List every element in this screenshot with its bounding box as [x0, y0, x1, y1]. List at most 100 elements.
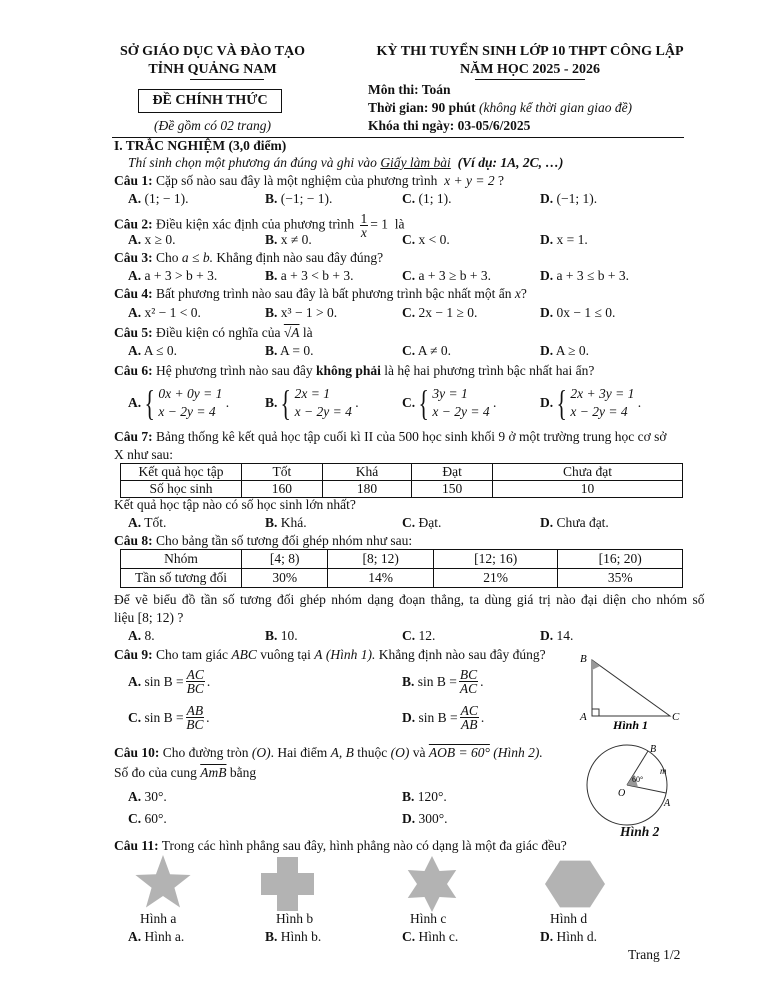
option-a[interactable]: A. A ≤ 0.: [128, 343, 177, 359]
option-b[interactable]: B. sin B = BC AC.: [402, 667, 484, 696]
option-b[interactable]: B. x³ − 1 > 0.: [265, 305, 337, 321]
question-text: Để vẽ biểu đồ tần số tương đối ghép nhóm…: [114, 592, 705, 607]
option-text: (1; 1).: [418, 191, 452, 206]
question-label: Câu 6:: [114, 363, 153, 378]
option-d[interactable]: D. 300°.: [402, 811, 448, 827]
header-rule: [112, 137, 684, 138]
question-math: x: [514, 286, 521, 301]
option-b[interactable]: B. a + 3 < b + 3.: [265, 268, 353, 284]
figure-caption: Hình 2: [620, 824, 660, 839]
option-text: 0x − 1 ≤ 0.: [556, 305, 616, 320]
question-math: √A: [283, 325, 300, 340]
option-text: Khá.: [280, 515, 307, 530]
option-a[interactable]: A. Hình a.: [128, 929, 184, 945]
option-d[interactable]: D. Hình d.: [540, 929, 597, 945]
option-b[interactable]: B. 10.: [265, 628, 298, 644]
option-letter: A.: [128, 343, 142, 358]
option-a[interactable]: A. (1; − 1).: [128, 191, 188, 207]
option-b[interactable]: B. A = 0.: [265, 343, 314, 359]
option-letter: D.: [540, 305, 554, 320]
option-letter: B.: [265, 515, 278, 530]
option-c[interactable]: C. 2x − 1 ≥ 0.: [402, 305, 477, 321]
option-a[interactable]: A. Tốt.: [128, 515, 166, 531]
option-text: a + 3 ≥ b + 3.: [418, 268, 492, 283]
table-row: Tần số tương đối 30% 14% 21% 35%: [120, 568, 683, 588]
table-cell: Chưa đạt: [492, 463, 683, 481]
option-letter: D.: [540, 929, 554, 944]
option-text: (−1; − 1).: [280, 191, 333, 206]
table-cell: 150: [411, 480, 494, 498]
option-b[interactable]: B. x ≠ 0.: [265, 232, 312, 248]
option-c[interactable]: C. 12.: [402, 628, 435, 644]
fraction: BC AC: [458, 667, 479, 696]
fraction: AB BC: [185, 703, 205, 732]
option-letter: A.: [128, 515, 142, 530]
option-letter: C.: [128, 811, 142, 826]
option-letter: A.: [128, 789, 142, 804]
option-letter: D.: [540, 232, 554, 247]
option-b[interactable]: B. (−1; − 1).: [265, 191, 332, 207]
option-c[interactable]: C. (1; 1).: [402, 191, 452, 207]
option-text: 2x − 1 ≥ 0.: [418, 305, 478, 320]
option-c[interactable]: C. Đạt.: [402, 515, 441, 531]
option-c[interactable]: C. A ≠ 0.: [402, 343, 451, 359]
option-a[interactable]: A. 30°.: [128, 789, 167, 805]
exam-title: KỲ THI TUYỂN SINH LỚP 10 THPT CÔNG LẬP: [376, 44, 684, 59]
option-d[interactable]: D. a + 3 ≤ b + 3.: [540, 268, 629, 284]
vertex-label: C: [672, 711, 680, 723]
shapes-row: [135, 855, 605, 912]
question-9: Câu 9: Cho tam giác ABC vuông tại A (Hìn…: [114, 647, 546, 662]
time-note: (không kể thời gian giao đề): [479, 100, 633, 115]
department-name: SỞ GIÁO DỤC VÀ ĐÀO TẠO: [119, 44, 305, 59]
option-a[interactable]: A. 8.: [128, 628, 155, 644]
hexagon-shape-d: [545, 860, 605, 908]
option-b[interactable]: B. Khá.: [265, 515, 307, 531]
option-text: Chưa đạt.: [556, 515, 609, 530]
option-c[interactable]: C. a + 3 ≥ b + 3.: [402, 268, 491, 284]
option-d[interactable]: D. (−1; 1).: [540, 191, 597, 207]
exam-date: Khóa thi ngày: 03-05/6/2025: [368, 118, 531, 133]
option-d[interactable]: D. x = 1.: [540, 232, 588, 248]
question-end: Khẳng định nào sau đây đúng?: [216, 250, 384, 265]
option-c[interactable]: C. Hình c.: [402, 929, 458, 945]
option-letter: C.: [402, 232, 416, 247]
table-row: Nhóm [4; 8) [8; 12) [12; 16) [16; 20): [120, 549, 683, 569]
table-cell: [16; 20): [557, 549, 683, 569]
option-text: Đạt.: [418, 515, 442, 530]
option-d[interactable]: D. 14.: [540, 628, 573, 644]
option-a[interactable]: A. x² − 1 < 0.: [128, 305, 201, 321]
option-d[interactable]: D. A ≥ 0.: [540, 343, 589, 359]
option-b[interactable]: B. Hình b.: [265, 929, 321, 945]
option-text: Hình c.: [418, 929, 459, 944]
table-cell: 160: [241, 480, 323, 498]
table-cell: 30%: [240, 568, 329, 588]
option-d[interactable]: D. Chưa đạt.: [540, 515, 609, 531]
option-c[interactable]: C. x < 0.: [402, 232, 450, 248]
option-c[interactable]: C. sin B = AB BC.: [128, 703, 210, 732]
option-text: A ≥ 0.: [555, 343, 590, 358]
question-text: Số đo của cung: [114, 765, 197, 780]
option-a[interactable]: A. x ≥ 0.: [128, 232, 176, 248]
option-d[interactable]: D. sin B = AC AB.: [402, 703, 485, 732]
option-c[interactable]: C. 60°.: [128, 811, 167, 827]
option-a[interactable]: A. sin B = AC BC.: [128, 667, 211, 696]
option-d[interactable]: D. 0x − 1 ≤ 0.: [540, 305, 615, 321]
option-b[interactable]: B. 120°.: [402, 789, 447, 805]
question-end: là hệ hai phương trình bậc nhất hai ẩn?: [384, 363, 595, 378]
option-a[interactable]: A. a + 3 > b + 3.: [128, 268, 217, 284]
question-6: Câu 6: Hệ phương trình nào sau đây không…: [114, 363, 594, 379]
figure-1-triangle: B A C Hình 1: [579, 653, 680, 732]
table-row: Kết quả học tập Tốt Khá Đạt Chưa đạt: [120, 463, 683, 481]
option-letter: B.: [265, 191, 278, 206]
question-math: x + y = 2: [444, 173, 495, 188]
option-letter: D.: [540, 515, 554, 530]
question-text: Cho: [156, 250, 179, 265]
question-label: Câu 9:: [114, 647, 153, 662]
option-text: a + 3 ≤ b + 3.: [556, 268, 630, 283]
divider: [190, 79, 264, 80]
